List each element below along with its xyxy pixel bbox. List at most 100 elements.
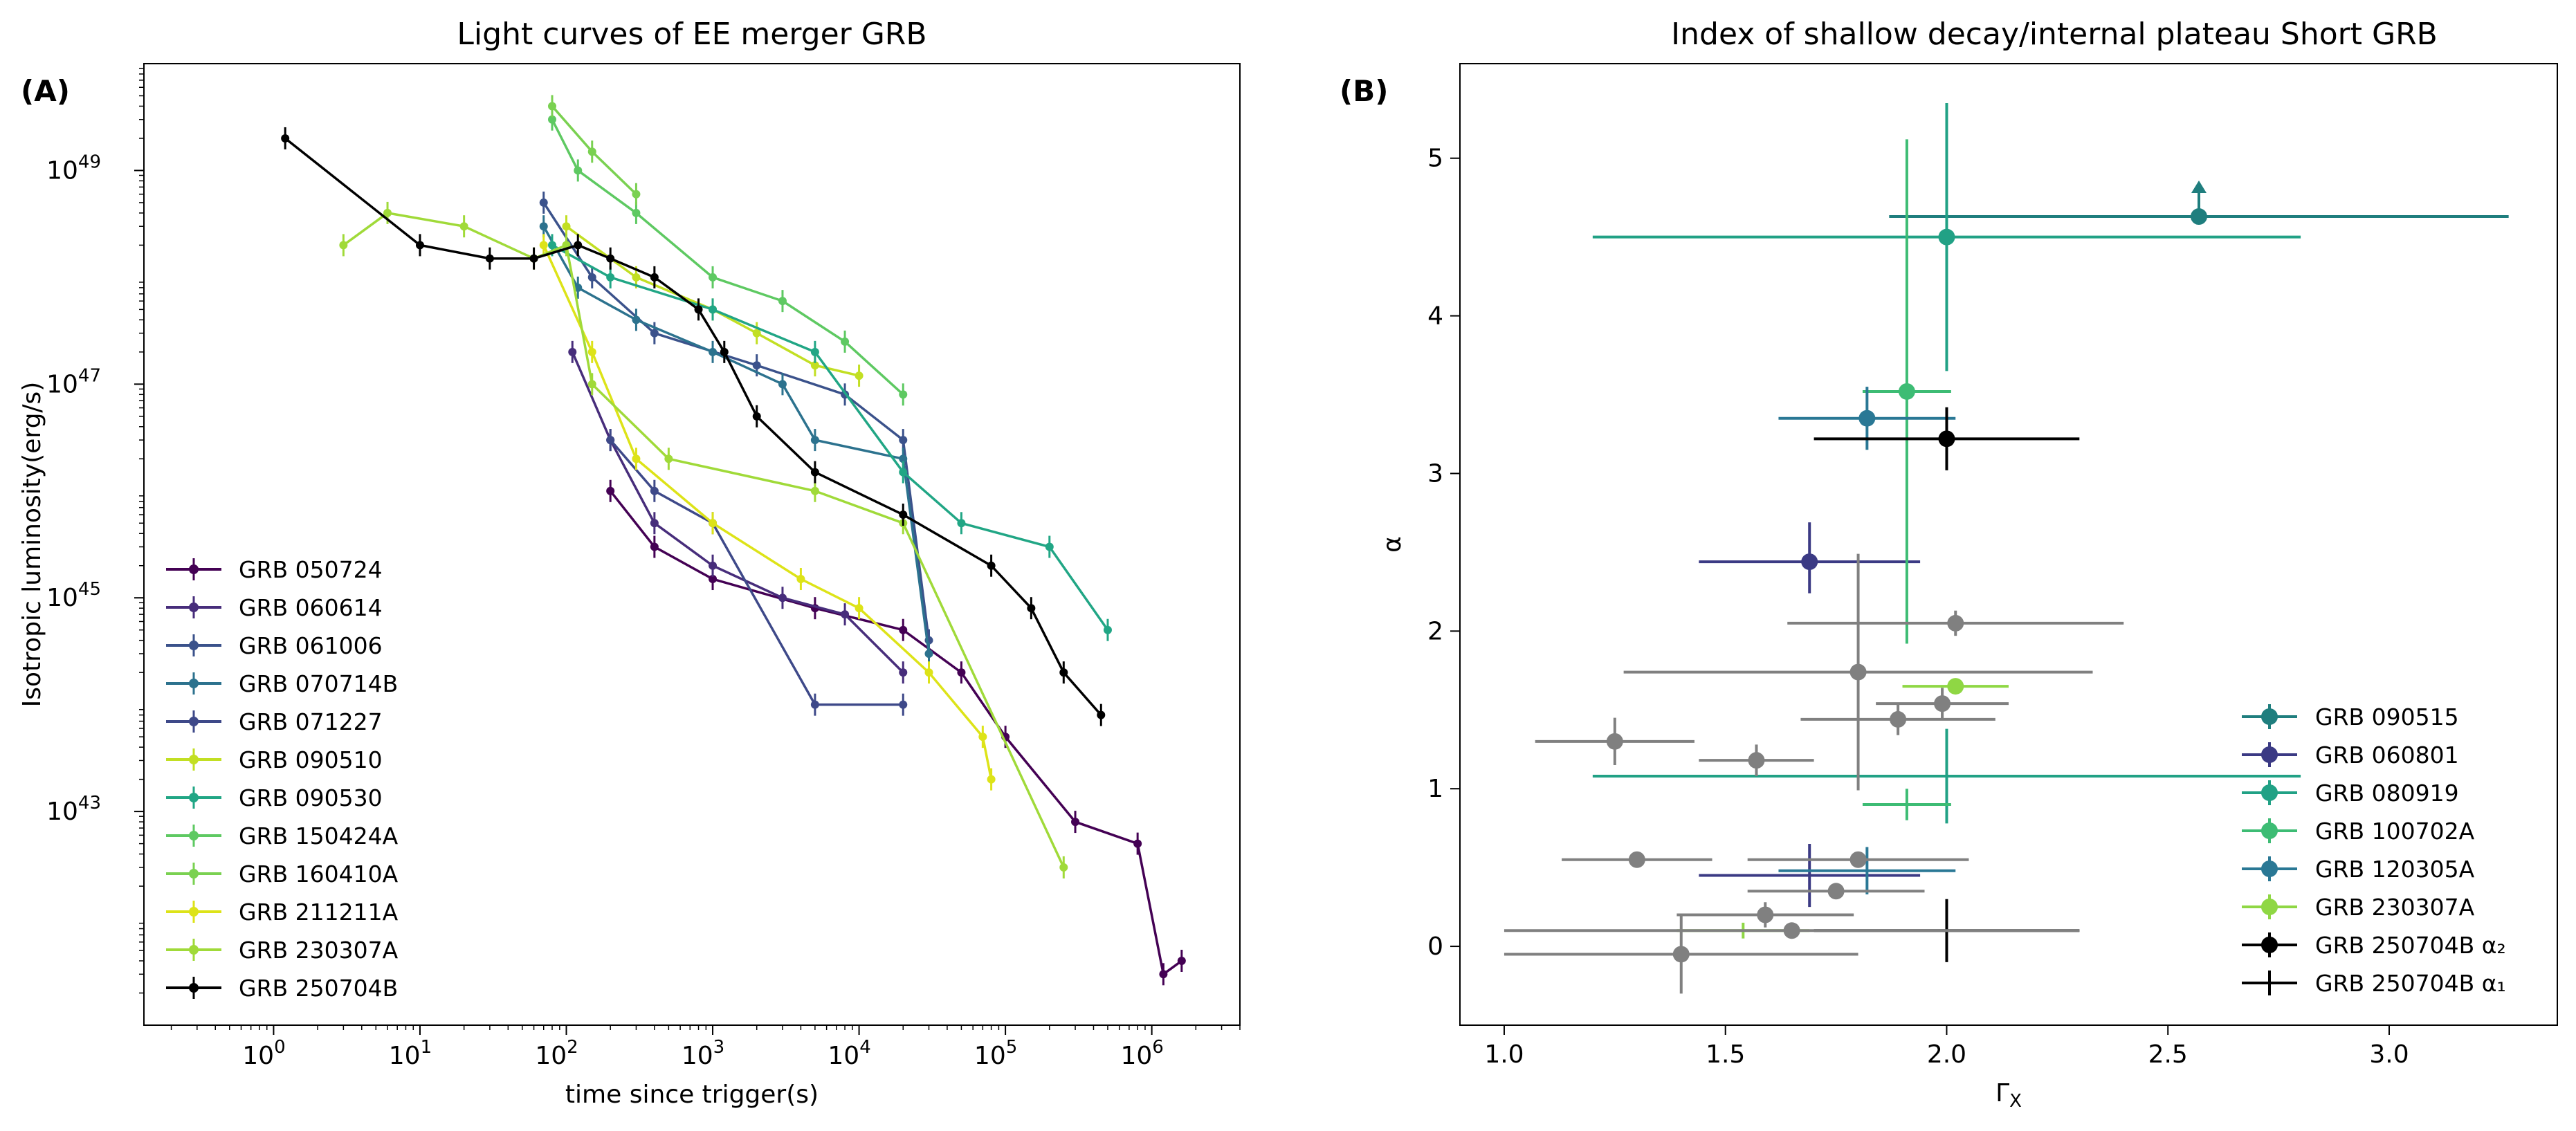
data-point bbox=[632, 315, 640, 324]
legend-label: GRB 090530 bbox=[239, 784, 383, 811]
data-point bbox=[460, 222, 468, 230]
data-point bbox=[899, 390, 907, 398]
data-point bbox=[1059, 668, 1068, 677]
legend-marker bbox=[2261, 784, 2278, 801]
data-point bbox=[957, 668, 965, 677]
legend-label: GRB 060614 bbox=[239, 594, 383, 621]
legend-label: GRB 230307A bbox=[2315, 894, 2475, 921]
data-point bbox=[796, 575, 805, 583]
legend-label: GRB 160410A bbox=[239, 861, 399, 888]
data-point bbox=[925, 650, 933, 658]
legend-marker bbox=[189, 564, 199, 574]
y-tick-exponent: 49 bbox=[78, 151, 101, 172]
data-point bbox=[650, 487, 659, 495]
x-tick-label: 2.0 bbox=[1927, 1040, 1966, 1069]
data-point bbox=[548, 102, 556, 110]
data-point bbox=[957, 519, 965, 527]
data-point bbox=[899, 436, 907, 444]
data-point bbox=[548, 241, 556, 249]
legend-marker bbox=[189, 793, 199, 802]
data-point bbox=[925, 668, 933, 677]
data-point bbox=[1850, 852, 1867, 868]
x-tick-label: 3.0 bbox=[2369, 1040, 2409, 1069]
figure: Light curves of EE merger GRB (A) time s… bbox=[0, 0, 2576, 1131]
legend-label: GRB 100702A bbox=[2315, 818, 2475, 845]
x-tick-exponent: 5 bbox=[1006, 1037, 1018, 1058]
data-point bbox=[709, 273, 717, 282]
data-point bbox=[778, 297, 787, 305]
data-point bbox=[568, 348, 576, 356]
data-point bbox=[720, 348, 729, 356]
data-point bbox=[1850, 664, 1867, 681]
data-point bbox=[1097, 711, 1105, 719]
data-point bbox=[987, 562, 996, 570]
data-point bbox=[540, 222, 548, 230]
panel-a-ylabel: Isotropic luminosity(erg/s) bbox=[18, 382, 46, 708]
data-point bbox=[606, 273, 614, 282]
data-point bbox=[709, 305, 717, 313]
legend-label: GRB 050724 bbox=[239, 556, 383, 583]
data-point bbox=[778, 594, 787, 602]
data-point bbox=[664, 454, 673, 463]
x-tick-exponent: 6 bbox=[1152, 1037, 1164, 1058]
y-tick-label: 3 bbox=[1427, 459, 1443, 488]
data-point bbox=[709, 348, 717, 356]
data-point bbox=[1133, 840, 1142, 848]
legend-marker bbox=[189, 831, 199, 840]
data-point bbox=[1178, 957, 1186, 965]
data-point bbox=[753, 361, 761, 369]
data-point bbox=[650, 273, 659, 282]
data-point bbox=[540, 241, 548, 249]
data-point bbox=[588, 273, 596, 282]
data-point bbox=[695, 305, 703, 313]
data-point bbox=[650, 519, 659, 527]
x-tick-exponent: 4 bbox=[859, 1037, 871, 1058]
data-point bbox=[709, 562, 717, 570]
data-point bbox=[1673, 946, 1690, 962]
legend-label: GRB 080919 bbox=[2315, 780, 2459, 807]
legend-label: GRB 061006 bbox=[239, 632, 383, 659]
data-point bbox=[650, 329, 659, 338]
y-tick-label: 5 bbox=[1427, 145, 1443, 173]
data-point bbox=[574, 241, 582, 249]
data-point bbox=[811, 436, 819, 444]
legend-marker bbox=[189, 679, 199, 688]
data-point bbox=[1784, 922, 1800, 939]
data-point bbox=[1607, 733, 1623, 750]
data-point bbox=[899, 511, 907, 519]
legend-label: GRB 090515 bbox=[2315, 704, 2459, 730]
panel-a-label: (A) bbox=[21, 74, 70, 108]
data-point bbox=[588, 147, 596, 156]
data-point bbox=[606, 487, 614, 495]
data-point bbox=[855, 604, 864, 612]
legend-label: GRB 060801 bbox=[2315, 742, 2459, 769]
legend-label: GRB 120305A bbox=[2315, 856, 2475, 883]
legend-marker bbox=[189, 641, 199, 650]
data-point bbox=[811, 468, 819, 477]
legend-label: GRB 230307A bbox=[239, 937, 399, 964]
data-point bbox=[855, 371, 864, 380]
data-point bbox=[1027, 604, 1035, 612]
data-point bbox=[1629, 852, 1645, 868]
data-point bbox=[1059, 863, 1068, 872]
data-point bbox=[1947, 678, 1964, 695]
data-point bbox=[632, 454, 640, 463]
data-point bbox=[632, 273, 640, 282]
data-point bbox=[978, 733, 987, 741]
data-point bbox=[1858, 410, 1875, 427]
y-tick-label: 2 bbox=[1427, 617, 1443, 645]
data-point bbox=[650, 543, 659, 551]
legend-marker bbox=[2261, 822, 2278, 839]
legend-marker bbox=[2261, 899, 2278, 915]
x-tick-label: 2.5 bbox=[2148, 1040, 2188, 1069]
y-tick-label: 1 bbox=[1427, 775, 1443, 803]
y-tick-label: 0 bbox=[1427, 932, 1443, 961]
legend-label: GRB 250704B α₂ bbox=[2315, 932, 2506, 959]
data-point bbox=[753, 412, 761, 421]
data-point bbox=[563, 222, 571, 230]
data-point bbox=[588, 348, 596, 356]
panel-b-title: Index of shallow decay/internal plateau … bbox=[1671, 17, 2438, 52]
legend-label: GRB 090510 bbox=[239, 746, 383, 773]
data-point bbox=[1801, 553, 1818, 570]
data-point bbox=[899, 701, 907, 709]
